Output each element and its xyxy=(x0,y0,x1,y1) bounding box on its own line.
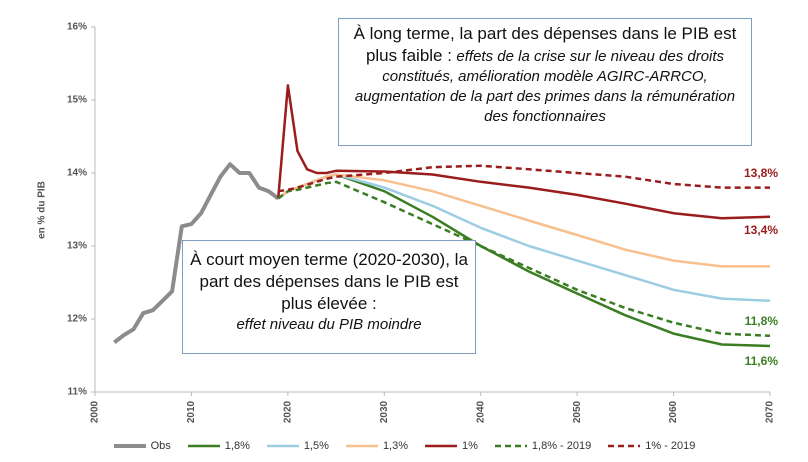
legend-swatch xyxy=(345,444,378,448)
legend-swatch xyxy=(187,444,220,448)
legend-item: 1,8% xyxy=(187,440,250,452)
series-line xyxy=(113,162,280,344)
annotation-text: À court moyen terme (2020-2030), la part… xyxy=(190,250,468,313)
annotation-detail: effet niveau du PIB moindre xyxy=(236,316,422,333)
x-tick-label: 2050 xyxy=(572,400,583,423)
legend-swatch xyxy=(425,444,458,448)
y-tick-label: 13% xyxy=(67,241,87,252)
legend-label: 1,3% xyxy=(382,440,409,452)
x-tick-label: 2070 xyxy=(765,400,776,423)
x-tick-label: 2040 xyxy=(475,400,486,423)
legend-label: Obs xyxy=(150,440,171,452)
annotation-box: À court moyen terme (2020-2030), la part… xyxy=(182,240,476,354)
series-line xyxy=(276,84,771,220)
end-label: 13,4% xyxy=(744,223,778,237)
annotation-text: À long terme, la part des dépenses dans … xyxy=(353,24,737,65)
y-axis-label: en % du PIB xyxy=(37,181,48,239)
x-tick-label: 2020 xyxy=(282,400,293,423)
legend-swatch xyxy=(608,444,641,448)
y-tick-label: 14% xyxy=(67,168,87,179)
legend-label: 1% xyxy=(462,440,478,452)
legend-item: 1,8% - 2019 xyxy=(494,440,591,452)
y-tick-label: 16% xyxy=(67,22,87,33)
y-tick-label: 12% xyxy=(67,314,87,325)
legend-item: 1% - 2019 xyxy=(607,440,695,452)
legend-item: 1,3% xyxy=(345,440,408,452)
legend-label: 1,8% xyxy=(224,440,250,452)
x-tick-label: 2010 xyxy=(186,400,197,423)
legend-item: 1,5% xyxy=(266,440,329,452)
legend-label: 1,8% - 2019 xyxy=(531,440,592,452)
legend-swatch xyxy=(266,444,299,448)
end-label: 13,8% xyxy=(744,166,778,180)
legend-swatch xyxy=(494,444,527,448)
legend-label: 1,5% xyxy=(303,440,329,452)
legend-item: 1% xyxy=(424,440,478,452)
legend-item: Obs xyxy=(113,440,171,452)
series-line xyxy=(277,180,771,338)
y-tick-label: 15% xyxy=(67,95,87,106)
series-line xyxy=(278,164,770,193)
legend-label: 1% - 2019 xyxy=(645,440,696,452)
x-tick-label: 2060 xyxy=(668,400,679,423)
y-tick-label: 11% xyxy=(68,387,88,398)
x-tick-label: 2030 xyxy=(379,400,390,423)
end-label: 11,6% xyxy=(745,354,779,368)
annotation-detail: effets de la crise sur le niveau des dro… xyxy=(354,48,736,125)
annotation-box: À long terme, la part des dépenses dans … xyxy=(338,18,752,146)
legend-swatch xyxy=(113,444,146,448)
legend: Obs 1,8% 1,5% 1,3% 1% 1,8% - 2019 1% - 2019 xyxy=(0,440,808,452)
end-label: 11,8% xyxy=(745,314,779,328)
x-tick-label: 2000 xyxy=(90,400,101,423)
